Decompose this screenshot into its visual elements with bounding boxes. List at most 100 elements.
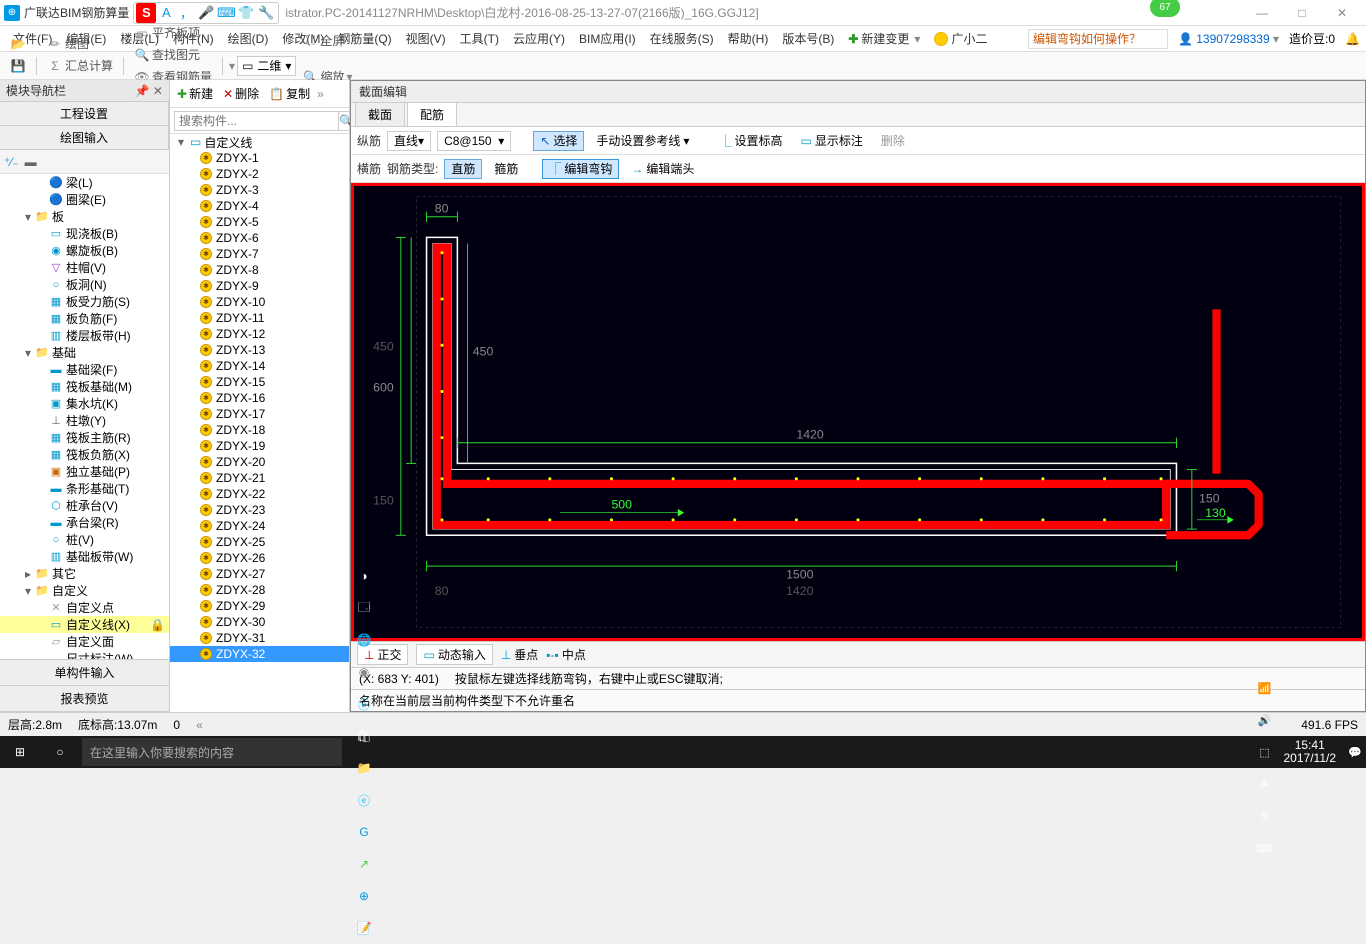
list-item[interactable]: ✱ZDYX-7 xyxy=(170,246,349,262)
tab-draw-input[interactable]: 绘图输入 xyxy=(0,126,169,149)
taskbar-app[interactable]: 🛍 xyxy=(344,720,384,752)
view-mode-dropdown[interactable]: ▭ 二维 ▾ xyxy=(237,56,296,76)
taskbar-app[interactable]: G xyxy=(344,816,384,848)
menu-item[interactable]: 视图(V) xyxy=(399,32,453,46)
tree-node[interactable]: ▥基础板带(W) xyxy=(0,548,169,565)
perpendicular-snap[interactable]: ⊥垂点 xyxy=(501,646,538,663)
list-item[interactable]: ✱ZDYX-24 xyxy=(170,518,349,534)
list-item[interactable]: ✱ZDYX-23 xyxy=(170,502,349,518)
dynamic-input-button[interactable]: ▭动态输入 xyxy=(416,644,492,665)
taskbar-app[interactable]: ⓔ xyxy=(344,784,384,816)
list-item[interactable]: ✱ZDYX-5 xyxy=(170,214,349,230)
tab-report-preview[interactable]: 报表预览 xyxy=(0,686,169,712)
tab-single-input[interactable]: 单构件输入 xyxy=(0,660,169,686)
manual-refline-button[interactable]: 手动设置参考线 ▾ xyxy=(590,131,695,151)
tree-node[interactable]: ○板洞(N) xyxy=(0,276,169,293)
show-annotation-button[interactable]: ▭显示标注 xyxy=(794,131,868,151)
delete-button[interactable]: 删除 xyxy=(875,131,911,151)
maximize-button[interactable]: □ xyxy=(1282,1,1322,25)
tree-node[interactable]: ▬条形基础(T) xyxy=(0,480,169,497)
list-item[interactable]: ✱ZDYX-17 xyxy=(170,406,349,422)
component-list[interactable]: ▾▭自定义线✱ZDYX-1✱ZDYX-2✱ZDYX-3✱ZDYX-4✱ZDYX-… xyxy=(170,134,349,712)
list-item[interactable]: ✱ZDYX-29 xyxy=(170,598,349,614)
minimize-button[interactable]: — xyxy=(1242,1,1282,25)
tree-node[interactable]: ↔尺寸标注(W) xyxy=(0,650,169,659)
toolbar-button[interactable]: Σ汇总计算 xyxy=(43,55,117,77)
edit-hook-button[interactable]: ⎾编辑弯钩 xyxy=(542,159,619,179)
close-button[interactable]: ✕ xyxy=(1322,1,1362,25)
list-item[interactable]: ✱ZDYX-2 xyxy=(170,166,349,182)
tree-node[interactable]: ⬡桩承台(V) xyxy=(0,497,169,514)
toolbar-button[interactable]: 🔍查找图元 xyxy=(130,44,216,66)
taskbar-app[interactable]: 📁 xyxy=(344,752,384,784)
list-item[interactable]: ✱ZDYX-22 xyxy=(170,486,349,502)
list-item[interactable]: ✱ZDYX-6 xyxy=(170,230,349,246)
tab-rebar[interactable]: 配筋 xyxy=(407,102,457,126)
list-item[interactable]: ✱ZDYX-10 xyxy=(170,294,349,310)
straight-rebar-button[interactable]: 直筋 xyxy=(444,159,482,179)
list-item[interactable]: ✱ZDYX-27 xyxy=(170,566,349,582)
list-item[interactable]: ✱ZDYX-16 xyxy=(170,390,349,406)
drawing-canvas[interactable]: 80 600 450 450 150 1500 1420 1420 150 80… xyxy=(351,183,1365,641)
user-avatar[interactable]: 广小二 xyxy=(927,30,994,47)
set-elevation-button[interactable]: ⎿设置标高 xyxy=(713,131,788,151)
menu-item[interactable]: 在线服务(S) xyxy=(643,32,721,46)
tree-node[interactable]: ◉螺旋板(B) xyxy=(0,242,169,259)
tray-icon[interactable]: A xyxy=(1254,768,1276,800)
component-search-input[interactable] xyxy=(174,111,339,131)
select-button[interactable]: ↖选择 xyxy=(533,131,584,151)
toolbar-button[interactable]: 📂 xyxy=(6,33,30,55)
cortana-icon[interactable]: ○ xyxy=(40,736,80,768)
midpoint-snap[interactable]: ▪-▪中点 xyxy=(546,646,586,663)
tree-node[interactable]: ▾📁自定义 xyxy=(0,582,169,599)
list-item[interactable]: ✱ZDYX-20 xyxy=(170,454,349,470)
tree-node[interactable]: ⊥柱墩(Y) xyxy=(0,412,169,429)
list-item[interactable]: ✱ZDYX-26 xyxy=(170,550,349,566)
menu-item[interactable]: 云应用(Y) xyxy=(506,32,572,46)
taskbar-app[interactable]: ◑ xyxy=(344,560,384,592)
ime-mic-icon[interactable]: 🎤 xyxy=(196,3,216,23)
list-item[interactable]: ✱ZDYX-31 xyxy=(170,630,349,646)
tree-node[interactable]: ▭自定义线(X)🔒 xyxy=(0,616,169,633)
tab-section[interactable]: 截面 xyxy=(355,102,405,126)
tree-node[interactable]: ▸📁其它 xyxy=(0,565,169,582)
tree-node[interactable]: ▾📁板 xyxy=(0,208,169,225)
new-change-button[interactable]: ✚新建变更▾ xyxy=(841,30,927,47)
menu-item[interactable]: 版本号(B) xyxy=(775,32,841,46)
toolbar-button[interactable]: ✏绘图 xyxy=(43,33,117,55)
ime-keyboard-icon[interactable]: ⌨ xyxy=(216,3,236,23)
taskbar-app[interactable]: 🌐 xyxy=(344,624,384,656)
ime-tool-icon[interactable]: 🔧 xyxy=(256,3,276,23)
tray-icon[interactable]: S xyxy=(1254,800,1276,832)
tree-node[interactable]: ▣集水坑(K) xyxy=(0,395,169,412)
tree-node[interactable]: ✕自定义点 xyxy=(0,599,169,616)
toolbar-button[interactable]: 💾 xyxy=(6,55,30,77)
taskbar-clock[interactable]: 15:41 2017/11/2 xyxy=(1276,739,1345,765)
list-item[interactable]: ✱ZDYX-19 xyxy=(170,438,349,454)
taskbar-search[interactable]: 在这里输入你要搜索的内容 xyxy=(82,738,342,766)
tree-node[interactable]: ▣独立基础(P) xyxy=(0,463,169,480)
component-tree[interactable]: 🔵梁(L)🔵圈梁(E)▾📁板▭现浇板(B)◉螺旋板(B)▽柱帽(V)○板洞(N)… xyxy=(0,174,169,659)
list-item[interactable]: ✱ZDYX-32 xyxy=(170,646,349,662)
ime-skin-icon[interactable]: 👕 xyxy=(236,3,256,23)
line-type-dropdown[interactable]: 直线 ▾ xyxy=(387,131,431,151)
help-search-input[interactable]: 编辑弯钩如何操作？ xyxy=(1028,29,1168,49)
component-toolbar-button[interactable]: ✚新建 xyxy=(174,85,216,102)
menu-item[interactable]: 绘图(D) xyxy=(221,32,276,46)
taskbar-app[interactable]: ⓔ xyxy=(344,688,384,720)
tree-node[interactable]: ▦筏板主筋(R) xyxy=(0,429,169,446)
tree-node[interactable]: 🔵圈梁(E) xyxy=(0,191,169,208)
notification-badge[interactable]: 67 xyxy=(1150,0,1180,17)
list-item[interactable]: ✱ZDYX-3 xyxy=(170,182,349,198)
list-item[interactable]: ✱ZDYX-18 xyxy=(170,422,349,438)
tree-node[interactable]: ▬基础梁(F) xyxy=(0,361,169,378)
action-center-icon[interactable]: 💬 xyxy=(1344,736,1366,768)
toolbar-button[interactable]: ⛶全屏 xyxy=(298,30,380,52)
ime-punct-icon[interactable]: ， xyxy=(176,3,196,23)
tree-node[interactable]: 🔵梁(L) xyxy=(0,174,169,191)
list-item[interactable]: ✱ZDYX-8 xyxy=(170,262,349,278)
tree-node[interactable]: ▦板受力筋(S) xyxy=(0,293,169,310)
hoop-rebar-button[interactable]: 箍筋 xyxy=(488,159,524,179)
tray-icon[interactable]: ⬚ xyxy=(1254,736,1276,768)
list-item[interactable]: ✱ZDYX-11 xyxy=(170,310,349,326)
